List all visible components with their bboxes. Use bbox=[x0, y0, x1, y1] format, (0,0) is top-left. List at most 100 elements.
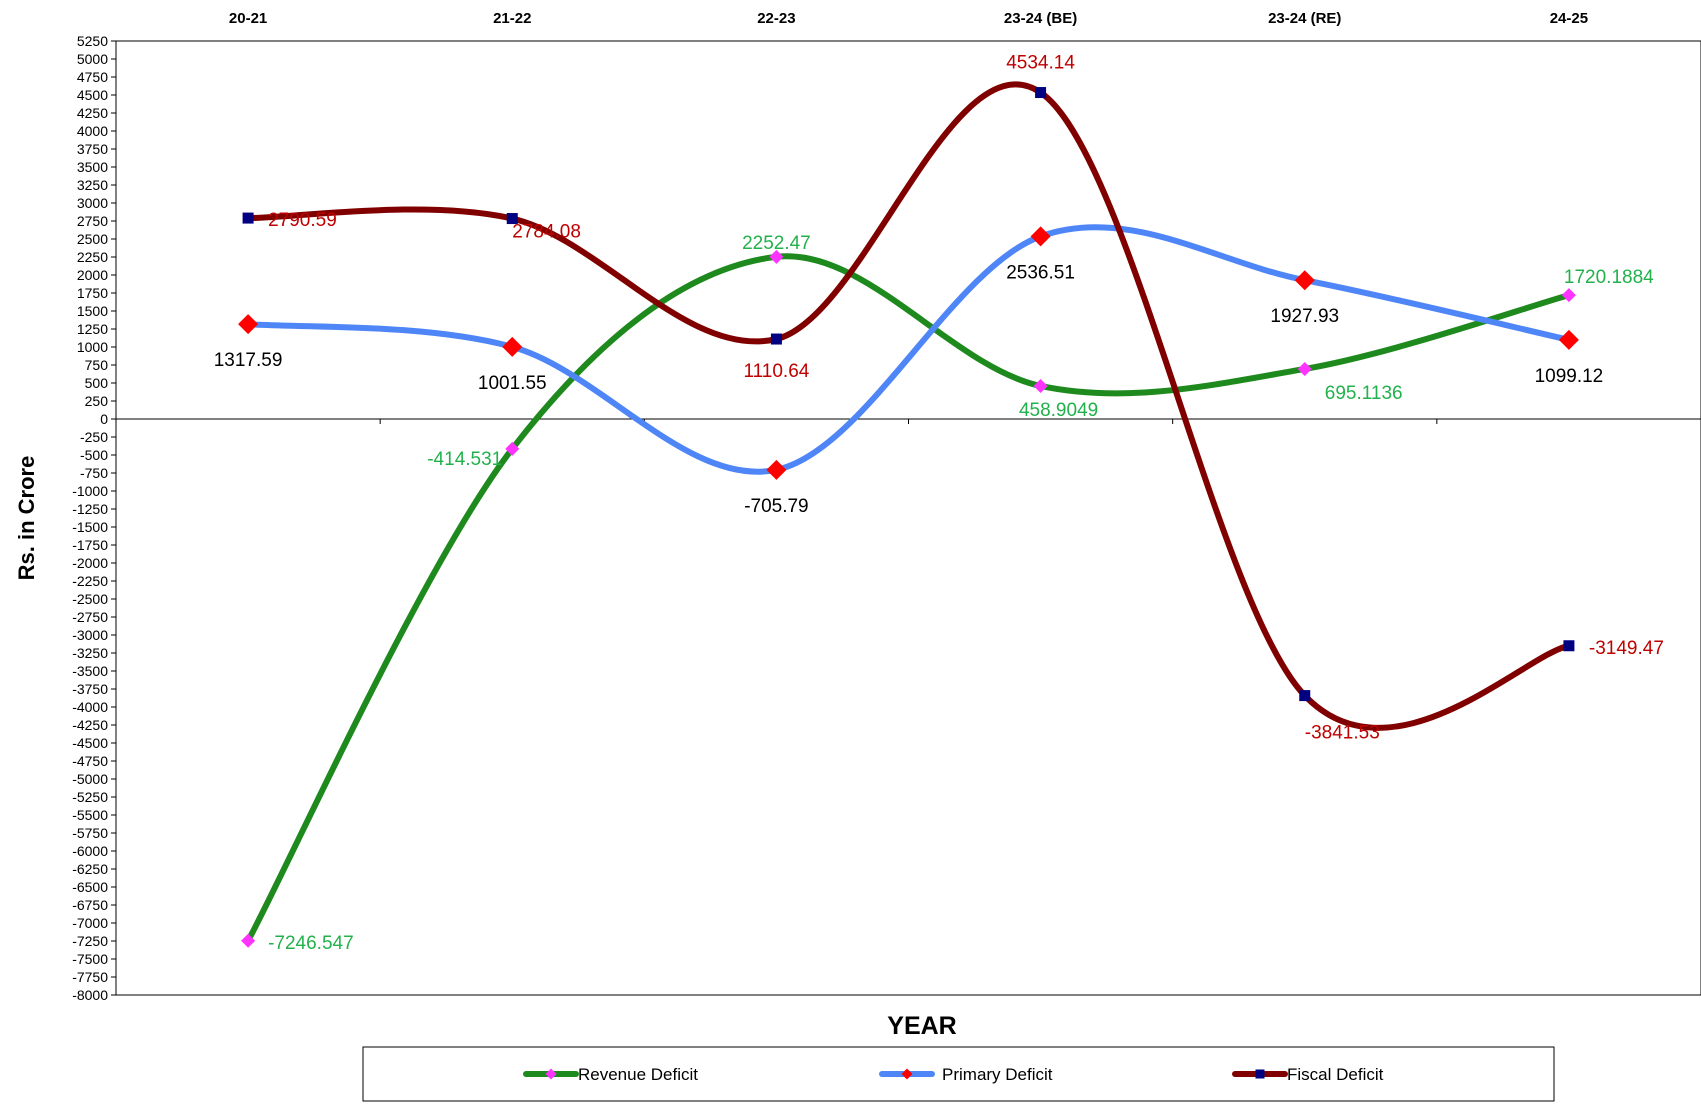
y-tick-label: 3250 bbox=[77, 177, 108, 193]
y-tick-label: -1500 bbox=[72, 519, 108, 535]
revenue-deficit-legend-marker bbox=[545, 1068, 557, 1080]
y-tick-label: 250 bbox=[85, 393, 109, 409]
y-tick-label: -6000 bbox=[72, 843, 108, 859]
fiscal-deficit-marker bbox=[506, 213, 518, 225]
y-tick-label: -4500 bbox=[72, 735, 108, 751]
y-tick-label: -3500 bbox=[72, 663, 108, 679]
x-category-label: 21-22 bbox=[493, 10, 531, 27]
revenue-deficit-marker bbox=[241, 933, 256, 948]
revenue-deficit-data-label: -414.531 bbox=[427, 449, 502, 470]
y-tick-label: 4500 bbox=[77, 87, 108, 103]
y-tick-label: 5000 bbox=[77, 51, 108, 67]
primary-deficit-legend-marker bbox=[901, 1068, 913, 1080]
plot-frame bbox=[115, 40, 1701, 996]
data-labels: -7246.547 -414.531 2252.47 458.9049 695.1136… bbox=[214, 53, 1664, 954]
y-tick-label: -5000 bbox=[72, 771, 108, 787]
fiscal-deficit-marker bbox=[242, 212, 254, 224]
revenue-deficit-marker bbox=[1561, 288, 1576, 303]
primary-deficit-legend-label: Primary Deficit bbox=[942, 1065, 1053, 1084]
y-tick-label: -7750 bbox=[72, 969, 108, 985]
y-tick-label: 1250 bbox=[77, 321, 108, 337]
revenue-deficit-data-label: 695.1136 bbox=[1325, 383, 1403, 404]
fiscal-deficit-data-label: 2790.59 bbox=[268, 210, 337, 231]
y-tick-label: 3000 bbox=[77, 195, 108, 211]
y-tick-label: -6250 bbox=[72, 861, 108, 877]
y-tick-label: 2500 bbox=[77, 231, 108, 247]
y-tick-label: 4000 bbox=[77, 123, 108, 139]
y-tick-label: -2500 bbox=[72, 591, 108, 607]
y-tick-label: 2250 bbox=[77, 249, 108, 265]
y-tick-label: -1250 bbox=[72, 501, 108, 517]
y-tick-label: -250 bbox=[80, 429, 108, 445]
y-tick-label: -3750 bbox=[72, 681, 108, 697]
primary-deficit-data-label: 1001.55 bbox=[478, 373, 547, 394]
y-tick-label: 4750 bbox=[77, 69, 108, 85]
revenue-deficit-legend-label: Revenue Deficit bbox=[578, 1065, 698, 1084]
primary-deficit-data-label: 1317.59 bbox=[214, 350, 283, 371]
fiscal-deficit-legend-label: Fiscal Deficit bbox=[1287, 1065, 1384, 1084]
primary-deficit-line bbox=[245, 224, 1572, 475]
revenue-deficit-marker bbox=[505, 441, 520, 456]
primary-deficit-data-label: 2536.51 bbox=[1006, 262, 1075, 283]
revenue-deficit-data-label: -7246.547 bbox=[268, 933, 354, 954]
fiscal-deficit-legend-marker bbox=[1255, 1069, 1265, 1079]
y-tick-label: -6500 bbox=[72, 879, 108, 895]
fiscal-deficit-marker bbox=[770, 333, 782, 345]
x-category-label: 22-23 bbox=[757, 10, 795, 27]
y-tick-label: -4250 bbox=[72, 717, 108, 733]
x-category-label: 24-25 bbox=[1550, 10, 1588, 27]
primary-deficit-data-label: -705.79 bbox=[744, 496, 808, 517]
y-axis-title: Rs. in Crore bbox=[14, 456, 39, 581]
fiscal-deficit-data-label: 1110.64 bbox=[743, 361, 809, 382]
y-tick-label: -1750 bbox=[72, 537, 108, 553]
y-tick-label: 3500 bbox=[77, 159, 108, 175]
y-tick-label: -3000 bbox=[72, 627, 108, 643]
y-tick-label: -4000 bbox=[72, 699, 108, 715]
y-tick-label: -4750 bbox=[72, 753, 108, 769]
legend: Revenue Deficit Primary Deficit Fiscal Def… bbox=[362, 1046, 1555, 1102]
y-tick-label: -7250 bbox=[72, 933, 108, 949]
x-category-label: 23-24 (BE) bbox=[1004, 10, 1077, 27]
plot-area bbox=[115, 40, 1701, 996]
x-category-label: 23-24 (RE) bbox=[1268, 10, 1341, 27]
primary-deficit-marker bbox=[1294, 270, 1315, 291]
fiscal-deficit-line bbox=[245, 81, 1572, 731]
fiscal-deficit-data-label: -3841.53 bbox=[1305, 723, 1380, 744]
y-tick-label: -3250 bbox=[72, 645, 108, 661]
y-tick-label: 0 bbox=[100, 411, 108, 427]
y-tick-label: -7000 bbox=[72, 915, 108, 931]
revenue-deficit-marker bbox=[769, 249, 784, 264]
revenue-deficit-data-label: 458.9049 bbox=[1019, 400, 1098, 421]
revenue-deficit-data-label: 2252.47 bbox=[742, 233, 811, 254]
y-tick-label: 500 bbox=[85, 375, 109, 391]
y-tick-label: -7500 bbox=[72, 951, 108, 967]
x-category-label: 20-21 bbox=[229, 10, 267, 27]
fiscal-deficit-marker bbox=[1563, 640, 1575, 652]
y-tick-label: -6750 bbox=[72, 897, 108, 913]
y-tick-label: 3750 bbox=[77, 141, 108, 157]
y-tick-label: 2000 bbox=[77, 267, 108, 283]
y-tick-label: -8000 bbox=[72, 987, 108, 1003]
fiscal-deficit-data-label: 2784.08 bbox=[512, 222, 581, 243]
y-tick-label: -500 bbox=[80, 447, 108, 463]
primary-deficit-marker bbox=[766, 459, 787, 480]
y-tick-label: 1000 bbox=[77, 339, 108, 355]
y-tick-label: 4250 bbox=[77, 105, 108, 121]
fiscal-deficit-data-label: 4534.14 bbox=[1006, 53, 1075, 74]
series-lines bbox=[245, 81, 1572, 944]
y-tick-label: -1000 bbox=[72, 483, 108, 499]
primary-deficit-marker bbox=[1558, 329, 1579, 350]
x-axis-title: YEAR bbox=[887, 1012, 956, 1040]
y-axis-ticks: -8000-7750-7500-7250-7000-6750-6500-6250… bbox=[72, 33, 116, 1003]
revenue-deficit-marker bbox=[1033, 378, 1048, 393]
y-tick-label: 2750 bbox=[77, 213, 108, 229]
y-tick-label: -5250 bbox=[72, 789, 108, 805]
y-tick-label: -2250 bbox=[72, 573, 108, 589]
primary-deficit-marker bbox=[502, 336, 523, 357]
y-tick-label: -2750 bbox=[72, 609, 108, 625]
revenue-deficit-data-label: 1720.1884 bbox=[1564, 267, 1654, 288]
y-tick-label: -2000 bbox=[72, 555, 108, 571]
y-tick-label: -750 bbox=[80, 465, 108, 481]
y-tick-label: -5750 bbox=[72, 825, 108, 841]
